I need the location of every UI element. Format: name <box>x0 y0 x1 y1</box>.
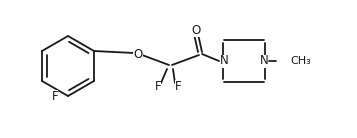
Text: F: F <box>175 79 181 92</box>
Text: F: F <box>52 90 58 103</box>
Text: N: N <box>220 55 228 67</box>
Text: O: O <box>134 47 143 60</box>
Text: N: N <box>260 55 268 67</box>
Text: O: O <box>191 23 201 36</box>
Text: F: F <box>155 79 161 92</box>
Text: CH₃: CH₃ <box>290 56 311 66</box>
